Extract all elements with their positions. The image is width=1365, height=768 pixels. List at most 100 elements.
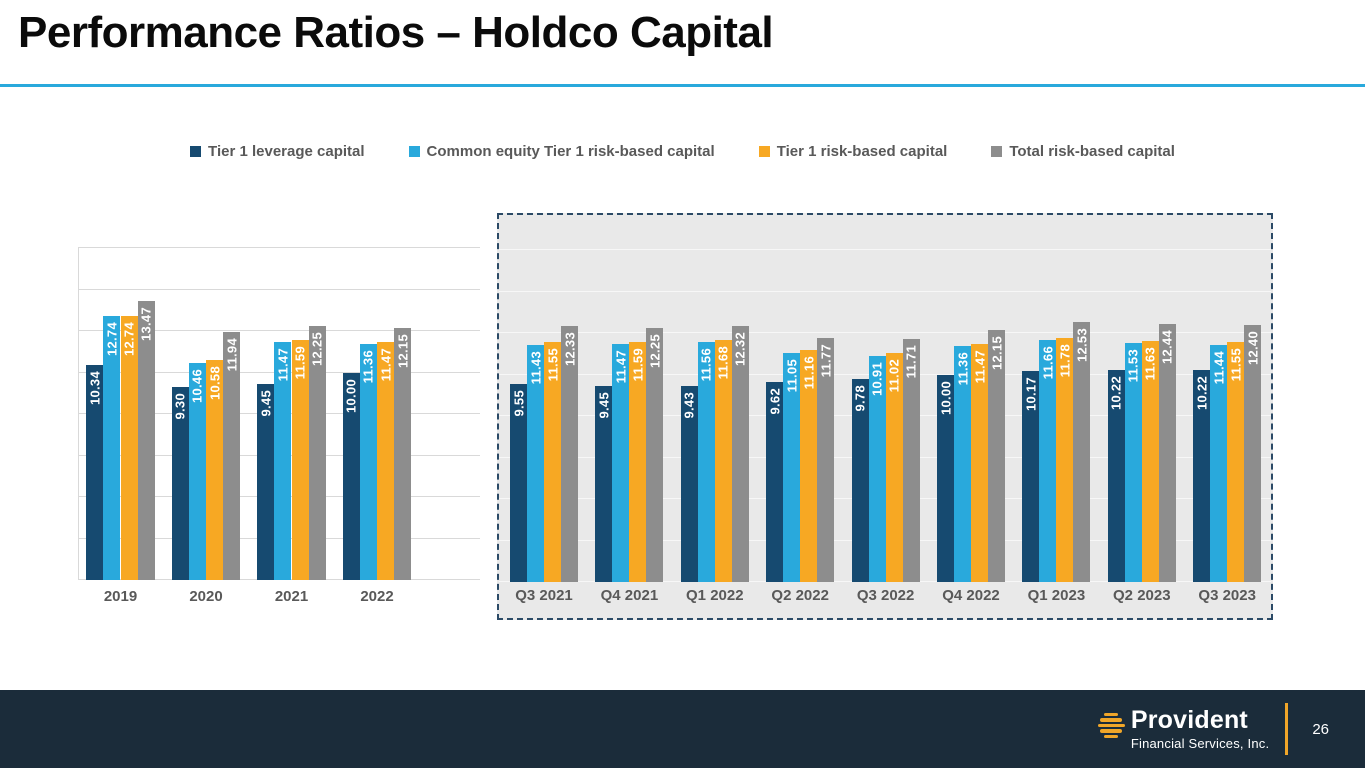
- x-axis-label: 2022: [360, 588, 394, 605]
- bar: 11.68: [714, 339, 732, 582]
- bar: 10.17: [1022, 370, 1040, 582]
- bar: 11.77: [817, 337, 835, 582]
- legend-swatch-icon: [190, 146, 202, 157]
- bar: 10.22: [1107, 369, 1125, 582]
- bar: 11.36: [359, 344, 377, 580]
- bar-value-label: 9.55: [511, 389, 526, 417]
- annual-chart-plot-area: 10.34 12.74 12.74 13.47 9.30 10.46 10.58 11.94 9…: [78, 247, 480, 580]
- bar: 9.78: [851, 379, 869, 582]
- bar-value-label: 11.02: [886, 359, 902, 393]
- x-axis-label: 2019: [103, 588, 138, 605]
- bar-value-label: 12.74: [121, 321, 137, 356]
- bar: 13.47: [137, 300, 155, 580]
- bar: 11.56: [697, 342, 715, 582]
- bar: 9.45: [595, 385, 613, 582]
- bar-value-label: 12.25: [647, 333, 663, 368]
- bar-value-label: 10.22: [1194, 375, 1210, 410]
- bar-value-label: 11.47: [275, 348, 291, 382]
- bar: 10.58: [206, 360, 224, 580]
- gridline: [499, 249, 1271, 250]
- legend-label: Common equity Tier 1 risk-based capital: [426, 143, 715, 160]
- bar-value-label: 9.30: [172, 393, 188, 420]
- bar: 12.33: [561, 326, 578, 582]
- bar: 12.74: [120, 315, 138, 580]
- gridline: [499, 290, 1271, 292]
- bar-value-label: 11.78: [1057, 343, 1073, 377]
- gridline: [499, 332, 1271, 333]
- bar-value-label: 11.36: [360, 350, 376, 384]
- legend-item: Total risk-based capital: [991, 143, 1175, 160]
- bar-value-label: 10.22: [1108, 375, 1124, 410]
- legend-label: Tier 1 risk-based capital: [776, 143, 948, 160]
- bar-value-label: 10.17: [1023, 376, 1039, 412]
- legend-swatch-icon: [991, 146, 1003, 157]
- logo-subtitle: Financial Services, Inc.: [1130, 735, 1270, 751]
- bar-value-label: 10.00: [938, 380, 953, 415]
- bar: 11.47: [274, 342, 292, 580]
- x-axis-label: Q3 2021: [515, 587, 573, 604]
- bar: 11.53: [1124, 342, 1142, 582]
- x-axis-label: Q2 2023: [1113, 587, 1171, 604]
- bar-value-label: 9.43: [681, 392, 697, 419]
- bar: 12.25: [308, 325, 326, 580]
- gridline: [78, 330, 480, 331]
- bar: 11.47: [377, 342, 395, 580]
- x-axis-label: Q1 2022: [686, 587, 744, 604]
- y-axis-line: [78, 248, 79, 580]
- bar: 11.02: [885, 353, 903, 582]
- legend-label: Tier 1 leverage capital: [208, 143, 365, 160]
- bar: 11.43: [527, 344, 544, 582]
- bar-value-label: 11.71: [903, 345, 919, 379]
- bar: 11.16: [800, 350, 818, 582]
- bar-value-label: 12.44: [1159, 329, 1175, 364]
- legend-swatch-icon: [408, 146, 420, 157]
- quarterly-chart-x-axis: Q3 2021 Q4 2021 Q1 2022 Q2 2022 Q3 2022 Q4 20…: [499, 587, 1271, 611]
- bar: 12.25: [646, 327, 664, 582]
- x-axis-label: 2020: [189, 588, 223, 605]
- footer-bar: Provident Financial Services, Inc. 26: [0, 690, 1365, 768]
- bar-value-label: 11.05: [784, 358, 800, 393]
- bar-value-label: 12.25: [309, 331, 325, 366]
- bar: 11.94: [223, 332, 241, 580]
- bar-value-label: 9.62: [767, 388, 783, 415]
- page-number: 26: [1312, 720, 1329, 738]
- bar: 9.43: [680, 386, 698, 582]
- bar: 11.59: [291, 339, 309, 580]
- bar: 9.62: [766, 382, 784, 582]
- bar: 12.53: [1073, 322, 1091, 582]
- gridline: [78, 247, 480, 248]
- bar: 11.47: [612, 344, 630, 582]
- bar: 10.46: [188, 362, 206, 580]
- bar-value-label: 11.47: [613, 350, 629, 384]
- bar-value-label: 12.33: [562, 332, 577, 367]
- bar-value-label: 11.55: [1228, 348, 1244, 382]
- bar-value-label: 11.55: [545, 348, 560, 382]
- quarterly-chart-plot-area: 9.55 11.43 11.55 12.33 9.45 11.47 11.59 12.25 9.…: [499, 215, 1271, 582]
- bar: 11.71: [902, 339, 920, 582]
- bar: 10.00: [937, 374, 954, 582]
- bar-value-label: 11.94: [224, 338, 240, 372]
- footer-separator: [1285, 703, 1289, 755]
- x-axis-label: Q3 2022: [856, 587, 915, 604]
- bar: 12.15: [988, 329, 1005, 582]
- bar: 12.15: [394, 327, 412, 580]
- legend-swatch-icon: [758, 146, 770, 157]
- annual-chart-x-axis: 2019 2020 2021 2022: [78, 588, 480, 612]
- bar-value-label: 10.58: [207, 366, 223, 401]
- x-axis-label: Q2 2022: [771, 587, 829, 604]
- x-axis-label: 2021: [274, 588, 309, 605]
- bar: 12.32: [731, 326, 749, 582]
- bar: 11.66: [1039, 340, 1057, 582]
- bar-value-label: 11.44: [1211, 350, 1227, 384]
- bar-value-label: 11.56: [698, 348, 714, 382]
- bar-value-label: 9.45: [596, 391, 612, 419]
- legend-item: Common equity Tier 1 risk-based capital: [408, 143, 715, 160]
- bar: 11.78: [1056, 337, 1074, 582]
- bar-value-label: 11.53: [1125, 348, 1141, 383]
- gridline: [78, 288, 480, 290]
- bar: 12.40: [1244, 324, 1262, 582]
- legend-label: Total risk-based capital: [1009, 143, 1175, 160]
- bar-value-label: 11.68: [715, 345, 731, 379]
- bar: 11.59: [629, 341, 647, 582]
